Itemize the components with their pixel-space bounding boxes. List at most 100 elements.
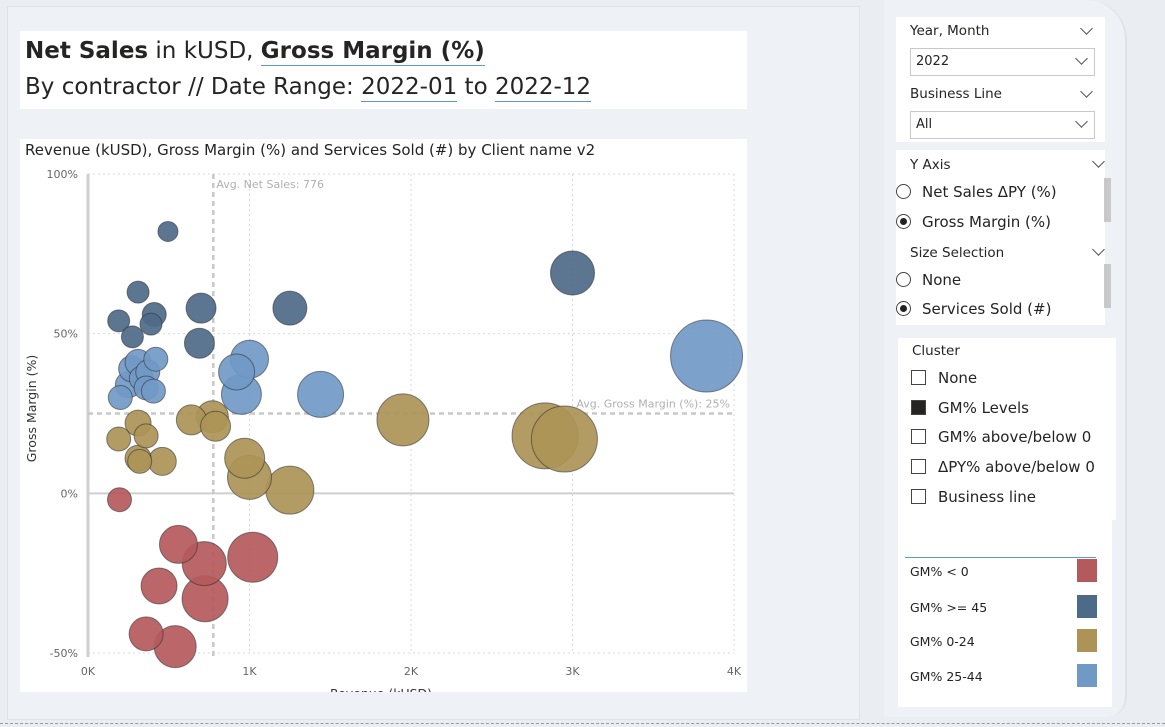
cluster-option-business-line[interactable]: Business line bbox=[911, 488, 1036, 506]
data-point-bubble[interactable] bbox=[126, 280, 150, 304]
checkbox[interactable] bbox=[911, 489, 926, 504]
legend-label: GM% < 0 bbox=[910, 564, 969, 579]
y-axis-option-gross-margin[interactable]: Gross Margin (%) bbox=[896, 213, 1051, 231]
data-point-bubble[interactable] bbox=[200, 410, 232, 442]
scrollbar[interactable] bbox=[1104, 264, 1111, 308]
option-label: GM% above/below 0 bbox=[938, 428, 1092, 446]
checkbox[interactable] bbox=[911, 429, 926, 444]
chevron-down-icon[interactable] bbox=[1080, 22, 1093, 35]
data-point-bubble[interactable] bbox=[106, 426, 132, 452]
data-point-bubble[interactable] bbox=[140, 567, 178, 605]
size-option-none[interactable]: None bbox=[896, 271, 961, 289]
data-point-bubble[interactable] bbox=[272, 290, 308, 326]
legend-label: GM% >= 45 bbox=[910, 600, 988, 615]
legend-swatch-gm-negative bbox=[1077, 559, 1097, 582]
data-point-bubble[interactable] bbox=[143, 346, 169, 372]
title-to: to bbox=[457, 74, 495, 100]
option-label: GM% Levels bbox=[938, 399, 1029, 417]
data-point-bubble[interactable] bbox=[140, 378, 166, 404]
title-by-contractor: By contractor // Date Range: bbox=[25, 74, 362, 100]
data-point-bubble[interactable] bbox=[530, 405, 598, 473]
data-point-bubble[interactable] bbox=[550, 250, 595, 296]
year-month-dropdown[interactable]: 2022 bbox=[910, 48, 1095, 76]
y-tick-label: -50% bbox=[50, 647, 78, 660]
data-point-bubble[interactable] bbox=[107, 309, 131, 333]
chevron-down-icon[interactable] bbox=[1092, 243, 1105, 256]
data-point-bubble[interactable] bbox=[157, 220, 179, 242]
y-axis-option-net-sales[interactable]: Net Sales ΔPY (%) bbox=[896, 183, 1057, 201]
data-point-bubble[interactable] bbox=[120, 325, 144, 349]
business-line-label: Business Line bbox=[910, 86, 1002, 102]
data-point-bubble[interactable] bbox=[224, 437, 266, 479]
radio-button[interactable] bbox=[896, 214, 911, 229]
legend-item-gm-high: GM% >= 45 bbox=[910, 600, 987, 615]
checkbox[interactable] bbox=[911, 400, 926, 415]
data-point-bubble[interactable] bbox=[183, 327, 215, 359]
data-point-bubble[interactable] bbox=[227, 531, 279, 583]
legend-label: GM% 0-24 bbox=[910, 634, 975, 649]
option-label: Business line bbox=[938, 488, 1036, 506]
chevron-down-icon[interactable] bbox=[1092, 155, 1105, 168]
data-point-bubble[interactable] bbox=[265, 465, 315, 515]
scrollbar[interactable] bbox=[1104, 178, 1111, 222]
x-tick-label: 2K bbox=[404, 665, 419, 678]
chevron-down-icon[interactable] bbox=[1080, 85, 1093, 98]
legend-item-gm-mid: GM% 25-44 bbox=[910, 669, 983, 684]
legend-item-gm-low: GM% 0-24 bbox=[910, 634, 975, 649]
data-point-bubble[interactable] bbox=[158, 524, 198, 564]
data-point-bubble[interactable] bbox=[670, 319, 744, 393]
size-option-services-sold[interactable]: Services Sold (#) bbox=[896, 300, 1052, 318]
page-bottom-border bbox=[0, 723, 1165, 724]
year-month-value: 2022 bbox=[916, 54, 950, 69]
cluster-option-none[interactable]: None bbox=[911, 369, 978, 387]
y-tick-label: 100% bbox=[47, 168, 78, 181]
data-point-bubble[interactable] bbox=[218, 353, 256, 391]
chevron-down-icon bbox=[1075, 115, 1088, 128]
data-point-bubble[interactable] bbox=[107, 385, 133, 411]
data-point-bubble[interactable] bbox=[297, 370, 345, 418]
chart-title: Revenue (kUSD), Gross Margin (%) and Ser… bbox=[25, 141, 596, 159]
data-point-bubble[interactable] bbox=[376, 393, 430, 447]
axis-size-slicer-card: Y Axis Net Sales ΔPY (%) Gross Margin (%… bbox=[896, 150, 1111, 325]
option-label: None bbox=[938, 369, 978, 387]
legend-swatch-gm-low bbox=[1077, 629, 1097, 652]
title-gross-margin: Gross Margin (%) bbox=[260, 38, 485, 66]
business-line-dropdown[interactable]: All bbox=[910, 111, 1095, 139]
cluster-slicer-card: Cluster None GM% Levels GM% above/below … bbox=[898, 338, 1116, 520]
checkbox[interactable] bbox=[911, 370, 926, 385]
x-axis-title: Revenue (kUSD) bbox=[330, 686, 432, 692]
data-point-bubble[interactable] bbox=[127, 448, 153, 474]
data-point-bubble[interactable] bbox=[139, 312, 163, 336]
data-point-bubble[interactable] bbox=[147, 446, 177, 476]
data-point-bubble[interactable] bbox=[185, 292, 217, 324]
legend-divider bbox=[905, 557, 1096, 558]
y-tick-label: 50% bbox=[54, 328, 78, 341]
business-line-value: All bbox=[916, 117, 933, 132]
radio-button[interactable] bbox=[896, 272, 911, 287]
avg-net-sales-label: Avg. Net Sales: 776 bbox=[216, 178, 324, 191]
option-label: Services Sold (#) bbox=[922, 300, 1052, 318]
scatter-chart-visual[interactable]: Revenue (kUSD), Gross Margin (%) and Ser… bbox=[20, 139, 747, 692]
title-in-kusd: in kUSD, bbox=[148, 38, 261, 64]
option-label: ΔPY% above/below 0 bbox=[938, 458, 1095, 476]
cluster-option-dpy-above-below[interactable]: ΔPY% above/below 0 bbox=[911, 458, 1095, 476]
avg-gross-margin-label: Avg. Gross Margin (%): 25% bbox=[576, 398, 730, 411]
data-point-bubble[interactable] bbox=[106, 487, 132, 513]
checkbox[interactable] bbox=[911, 459, 926, 474]
scatter-chart[interactable]: Avg. Net Sales: 776 Avg. Gross Margin (%)… bbox=[20, 139, 747, 692]
x-tick-label: 1K bbox=[242, 665, 257, 678]
date-business-slicer-card: Year, Month 2022 Business Line All bbox=[896, 17, 1105, 142]
data-point-bubble[interactable] bbox=[128, 616, 164, 652]
radio-button[interactable] bbox=[896, 301, 911, 316]
cluster-option-gm-levels[interactable]: GM% Levels bbox=[911, 399, 1029, 417]
size-selection-label: Size Selection bbox=[910, 245, 1005, 261]
option-label: Gross Margin (%) bbox=[922, 213, 1051, 231]
legend-swatch-gm-high bbox=[1077, 595, 1097, 618]
report-title: Net Sales in kUSD, Gross Margin (%) By c… bbox=[20, 31, 747, 109]
radio-button[interactable] bbox=[896, 184, 911, 199]
y-tick-label: 0% bbox=[61, 487, 78, 500]
data-point-bubble[interactable] bbox=[133, 423, 159, 449]
date-to: 2022-12 bbox=[494, 74, 592, 102]
cluster-option-gm-above-below[interactable]: GM% above/below 0 bbox=[911, 428, 1092, 446]
x-tick-label: 0K bbox=[81, 665, 96, 678]
